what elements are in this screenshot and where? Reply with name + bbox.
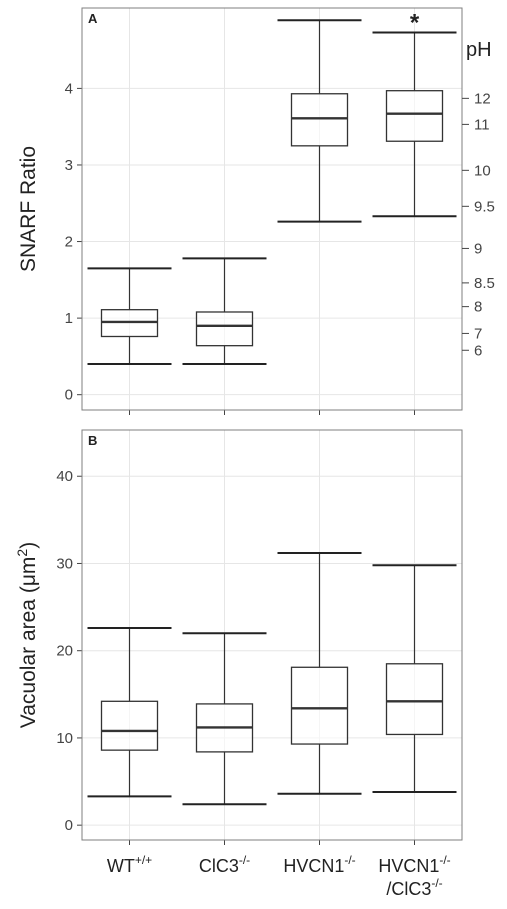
y-tick-label: 20 <box>56 643 73 660</box>
y-axis-title: SNARF Ratio <box>17 146 40 272</box>
annotation: * <box>410 10 420 37</box>
panel-label: B <box>88 433 97 448</box>
x-tick-label-sup: -/- <box>344 853 355 867</box>
box <box>385 663 444 736</box>
box <box>290 666 349 745</box>
y-tick-label: 0 <box>65 387 73 404</box>
y2-axis-title: pH <box>466 39 492 61</box>
y2-tick-label: 11 <box>474 116 490 133</box>
y-tick-label: 10 <box>56 730 73 747</box>
y-axis-title: Vacuolar area (μm2) <box>14 542 40 728</box>
panel-border <box>81 7 463 411</box>
x-tick-label-text: HVCN1 <box>378 856 439 876</box>
x-tick-label-sup: -/- <box>439 853 450 867</box>
y-axis-title-sup: 2 <box>14 549 30 557</box>
y-axis-title-text: Vacuolar area (μm <box>17 557 40 729</box>
box <box>290 93 349 147</box>
panel-background <box>82 430 462 840</box>
y-tick-label: 4 <box>65 80 73 97</box>
box-group <box>372 564 457 794</box>
x-tick-label-text: ClC3 <box>199 856 239 876</box>
box-group <box>87 267 172 366</box>
x-tick-label-sup: -/- <box>431 876 442 890</box>
x-tick-label-text: HVCN1 <box>283 856 344 876</box>
y-tick-label: 30 <box>56 555 73 572</box>
y-tick-label: 0 <box>65 817 73 834</box>
x-tick-label: ClC3-/- <box>199 853 250 876</box>
y-tick-label: 40 <box>56 468 73 485</box>
panel-label: A <box>88 11 98 26</box>
x-tick-label: WT+/+ <box>107 853 152 876</box>
panel-background <box>82 8 462 410</box>
y-tick-label: 2 <box>65 234 73 251</box>
y2-tick-label: 9 <box>474 240 482 257</box>
y2-tick-label: 10 <box>474 162 491 179</box>
x-tick-label-sup: -/- <box>239 853 250 867</box>
box <box>195 311 254 347</box>
box <box>385 90 444 142</box>
box-group <box>372 31 457 218</box>
box-group <box>87 627 172 798</box>
y-tick-label: 3 <box>65 157 73 174</box>
y2-tick-label: 8 <box>474 299 482 316</box>
box-group <box>182 257 267 366</box>
y2-tick-label: 8.5 <box>474 275 495 292</box>
x-tick-label: /ClC3-/- <box>386 876 442 899</box>
y-tick-label: 1 <box>65 310 73 327</box>
y2-tick-label: 12 <box>474 90 491 107</box>
x-tick-label-sup: +/+ <box>135 853 152 867</box>
box-group <box>277 19 362 223</box>
y2-tick-label: 6 <box>474 342 482 359</box>
x-tick-label-text: WT <box>107 856 135 876</box>
y2-tick-label: 7 <box>474 325 482 342</box>
box-group <box>182 632 267 806</box>
box-group <box>277 552 362 795</box>
x-tick-label: HVCN1-/- <box>378 853 450 876</box>
y2-tick-label: 9.5 <box>474 198 495 215</box>
box <box>100 700 159 751</box>
x-tick-label: HVCN1-/- <box>283 853 355 876</box>
y-axis-title-tail: ) <box>17 542 40 549</box>
panel-border <box>81 429 463 841</box>
x-tick-label-text: /ClC3 <box>386 879 431 899</box>
